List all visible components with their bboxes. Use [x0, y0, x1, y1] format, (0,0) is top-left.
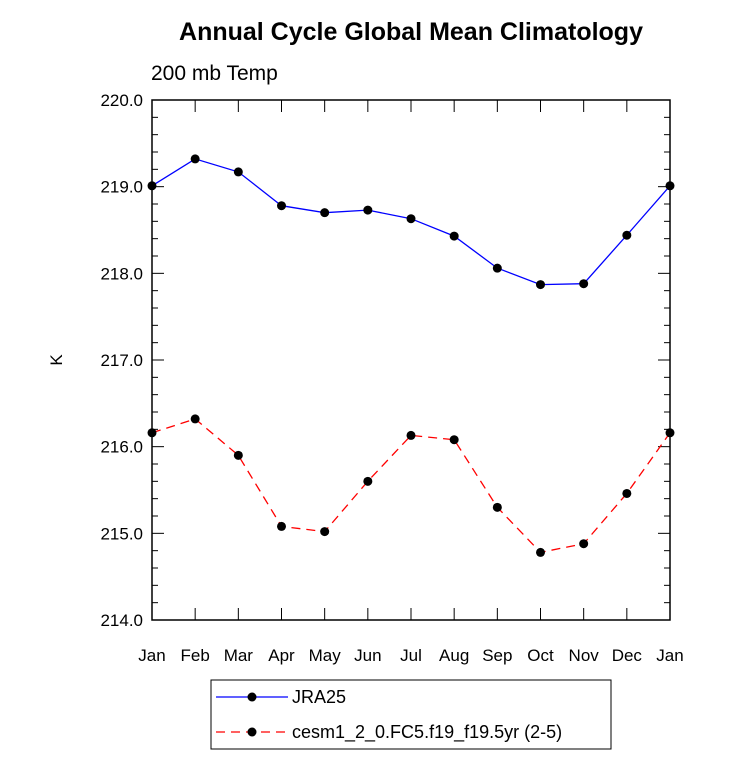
legend-label-1: cesm1_2_0.FC5.f19_f19.5yr (2-5) [292, 722, 562, 743]
x-tick-label: Oct [527, 646, 554, 665]
data-point [363, 476, 373, 486]
x-tick-labels: Jan Feb Mar Apr May Jun Jul Aug Sep Oct Nov Dec Jan [138, 646, 683, 665]
legend-marker-1 [247, 727, 257, 737]
y-tick-label: 220.0 [100, 91, 143, 110]
data-point [449, 435, 459, 445]
legend-entry-0: JRA25 [216, 687, 346, 707]
series-0 [147, 154, 675, 290]
x-tick-label: Dec [612, 646, 643, 665]
x-tick-label: Aug [439, 646, 469, 665]
chart-subtitle: 200 mb Temp [151, 62, 278, 85]
data-point [190, 414, 200, 424]
x-tick-label: Jul [400, 646, 422, 665]
data-point [622, 488, 632, 498]
legend-entries: JRA25 cesm1_2_0.FC5.f19_f19.5yr (2-5) [216, 687, 562, 743]
x-tick-label: Mar [224, 646, 254, 665]
legend-box [210, 679, 612, 750]
data-point [190, 154, 200, 164]
x-tick-label: Sep [482, 646, 512, 665]
data-point [406, 214, 416, 224]
y-axis-label: K [47, 354, 66, 366]
x-tick-label: Feb [181, 646, 210, 665]
data-point [492, 263, 502, 273]
data-point [277, 201, 286, 211]
y-tick-labels: 214.0 215.0 216.0 217.0 218.0 219.0 220.0 [100, 91, 143, 630]
data-point [579, 539, 589, 549]
data-point [233, 450, 243, 460]
y-tick-label: 214.0 [100, 611, 143, 630]
legend: JRA25 cesm1_2_0.FC5.f19_f19.5yr (2-5) [210, 679, 612, 750]
x-tick-label: Jun [354, 646, 381, 665]
data-point [622, 230, 632, 240]
data-point [536, 547, 545, 557]
data-point [536, 280, 545, 290]
x-tick-label: Jan [138, 646, 165, 665]
x-tick-label: Nov [569, 646, 600, 665]
chart-title: Annual Cycle Global Mean Climatology [179, 18, 643, 46]
data-point [363, 205, 373, 215]
legend-marker-0 [247, 692, 257, 702]
x-tick-label: May [309, 646, 342, 665]
y-tick-label: 217.0 [100, 351, 143, 370]
legend-entry-1: cesm1_2_0.FC5.f19_f19.5yr (2-5) [216, 722, 562, 743]
y-tick-label: 218.0 [100, 264, 143, 283]
data-point [320, 208, 330, 218]
data-point [406, 430, 416, 440]
data-point [277, 521, 286, 531]
data-point [233, 167, 243, 177]
data-point [579, 279, 589, 289]
series-layer [147, 154, 675, 557]
y-tick-label: 219.0 [100, 178, 143, 197]
y-tick-label: 215.0 [100, 524, 143, 543]
data-point [320, 527, 330, 537]
x-tick-label: Apr [268, 646, 295, 665]
axis-ticks [151, 99, 671, 621]
plot-frame [151, 99, 671, 621]
y-tick-label: 216.0 [100, 438, 143, 457]
data-point [449, 231, 459, 241]
legend-label-0: JRA25 [292, 687, 346, 707]
data-point [492, 502, 502, 512]
x-tick-label: Jan [656, 646, 683, 665]
series-1 [147, 414, 675, 557]
